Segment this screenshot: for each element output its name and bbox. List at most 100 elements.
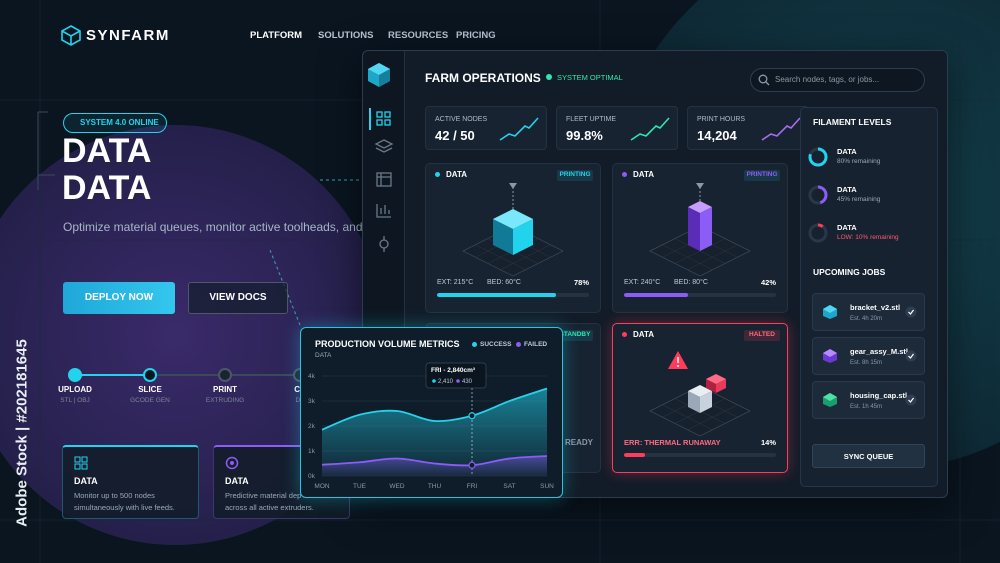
- chart-title: PRODUCTION VOLUME METRICS: [315, 339, 460, 349]
- x-tick-label: SUN: [540, 483, 554, 490]
- filament-ring: [808, 147, 828, 167]
- search-box[interactable]: [750, 68, 925, 92]
- job-eta: Est. 1h 45m: [850, 404, 883, 410]
- nav-link[interactable]: SOLUTIONS: [318, 30, 374, 41]
- filament-level: LOW: 10% remaining: [837, 234, 899, 241]
- progress-bar: [624, 453, 646, 457]
- feature-text: Monitor up to 500 nodes: [74, 491, 155, 500]
- decor: [81, 463, 88, 470]
- y-tick-label: 1k: [308, 448, 316, 455]
- docs-label[interactable]: VIEW DOCS: [209, 292, 267, 303]
- connector: [269, 179, 360, 326]
- brand: SYNFARM: [86, 27, 170, 44]
- decor: [74, 456, 81, 463]
- sync-button[interactable]: [812, 444, 925, 468]
- step-dot: [68, 368, 82, 382]
- x-tick-label: WED: [389, 483, 404, 490]
- job-check: [905, 350, 917, 362]
- printer-progress: 78%: [573, 278, 589, 287]
- y-axis-label: DATA: [315, 352, 332, 359]
- decor: [379, 239, 389, 249]
- watermark: Adobe Stock | #202181645: [13, 339, 31, 527]
- line: [321, 455, 548, 467]
- sidebar-active: [369, 108, 371, 130]
- decor: [384, 111, 391, 118]
- decor: [376, 111, 383, 118]
- step-sub: GCODE GEN: [130, 397, 170, 404]
- stat-label: FLEET UPTIME: [566, 116, 617, 123]
- decor: [761, 117, 801, 141]
- progress-bar: [437, 293, 556, 297]
- filament-title: FILAMENT LEVELS: [813, 117, 892, 127]
- sync-label[interactable]: SYNC QUEUE: [843, 452, 894, 461]
- tooltip-dot: [432, 379, 436, 383]
- sparkline: [499, 117, 539, 141]
- legend-dot: [472, 342, 477, 347]
- decor: [706, 379, 716, 393]
- deploy-label[interactable]: DEPLOY NOW: [84, 292, 154, 303]
- job-eta: Est. 8h 15m: [850, 360, 883, 366]
- decor: [230, 461, 234, 465]
- badge-text: SYSTEM 4.0 ONLINE: [80, 118, 159, 127]
- decor: [700, 391, 712, 413]
- printer-ext: EXT: 240°C: [624, 279, 661, 286]
- search-placeholder[interactable]: Search nodes, tags, or jobs...: [775, 75, 880, 84]
- printer-name: DATA: [633, 330, 655, 339]
- nav-link[interactable]: RESOURCES: [388, 30, 449, 41]
- tooltip-value: 430: [462, 379, 473, 385]
- stat-card: [556, 106, 678, 150]
- docs-button[interactable]: [188, 282, 288, 314]
- decor: [908, 309, 914, 315]
- ring-level: [808, 147, 828, 167]
- decor: [61, 25, 81, 46]
- printer-status: PRINTING: [557, 170, 593, 181]
- hero-title: DATA: [62, 132, 152, 170]
- filament-ring: [808, 223, 828, 243]
- printer-bed: BED: 80°C: [674, 279, 708, 286]
- logo-icon: [61, 25, 81, 46]
- printer-dot: [435, 172, 440, 177]
- decor: [823, 393, 837, 401]
- stat-card: [425, 106, 547, 150]
- nav-link[interactable]: PLATFORM: [250, 30, 303, 41]
- step-label: SLICE: [138, 385, 162, 394]
- decor: [493, 209, 533, 229]
- decor: [376, 119, 383, 126]
- dash-status: SYSTEM OPTIMAL: [557, 73, 623, 82]
- decor: [765, 81, 770, 86]
- decor: [905, 306, 917, 318]
- decor: [509, 183, 517, 189]
- job-file: gear_assy_M.stl: [850, 347, 908, 356]
- feature-text: Predictive material dep: [225, 491, 302, 500]
- decor: [758, 74, 768, 84]
- area: [322, 388, 547, 476]
- filament-name: DATA: [837, 147, 857, 156]
- nav-link[interactable]: PRICING: [456, 30, 496, 41]
- printer-render: [649, 183, 751, 277]
- job-eta: Est. 4h 20m: [850, 316, 883, 322]
- decor: [384, 119, 391, 126]
- x-tick-label: FRI: [467, 483, 478, 490]
- job-file: housing_cap.stl: [850, 391, 908, 400]
- decor: [81, 456, 88, 463]
- tooltip: [425, 362, 487, 389]
- ring-level: [808, 185, 828, 205]
- search-icon: [758, 74, 770, 86]
- progress-track: [437, 293, 589, 297]
- purple-glow: [0, 125, 385, 545]
- job-icon: [823, 305, 837, 319]
- deploy-button[interactable]: [63, 282, 175, 314]
- step-dot: [218, 368, 232, 382]
- ring-level: [808, 223, 828, 243]
- decor: [688, 207, 700, 251]
- stat-label: ACTIVE NODES: [435, 116, 488, 123]
- decor: [493, 219, 513, 255]
- printer-status: HALTED: [744, 330, 780, 341]
- hover-point: [468, 461, 476, 469]
- line: [321, 387, 548, 431]
- printer-dot: [622, 332, 627, 337]
- printer-name: DATA: [446, 170, 468, 179]
- printer-progress: 42%: [760, 278, 776, 287]
- jobs-title: UPCOMING JOBS: [813, 267, 886, 277]
- y-tick-label: 4k: [308, 373, 316, 380]
